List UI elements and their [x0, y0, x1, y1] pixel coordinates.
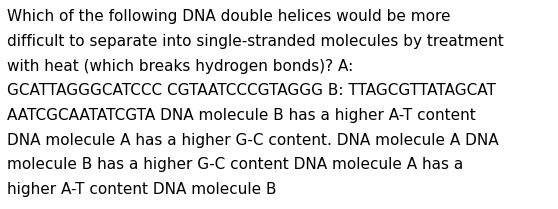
Text: DNA molecule A has a higher G-C content. DNA molecule A DNA: DNA molecule A has a higher G-C content.… — [7, 133, 499, 148]
Text: with heat (which breaks hydrogen bonds)? A:: with heat (which breaks hydrogen bonds)?… — [7, 59, 354, 74]
Text: AATCGCAATATCGTA DNA molecule B has a higher A-T content: AATCGCAATATCGTA DNA molecule B has a hig… — [7, 108, 476, 123]
Text: Which of the following DNA double helices would be more: Which of the following DNA double helice… — [7, 9, 451, 24]
Text: higher A-T content DNA molecule B: higher A-T content DNA molecule B — [7, 182, 277, 197]
Text: GCATTAGGGCATCCC CGTAATCCCGTAGGG B: TTAGCGTTATAGCAT: GCATTAGGGCATCCC CGTAATCCCGTAGGG B: TTAGC… — [7, 83, 496, 98]
Text: difficult to separate into single-stranded molecules by treatment: difficult to separate into single-strand… — [7, 34, 504, 49]
Text: molecule B has a higher G-C content DNA molecule A has a: molecule B has a higher G-C content DNA … — [7, 157, 464, 172]
